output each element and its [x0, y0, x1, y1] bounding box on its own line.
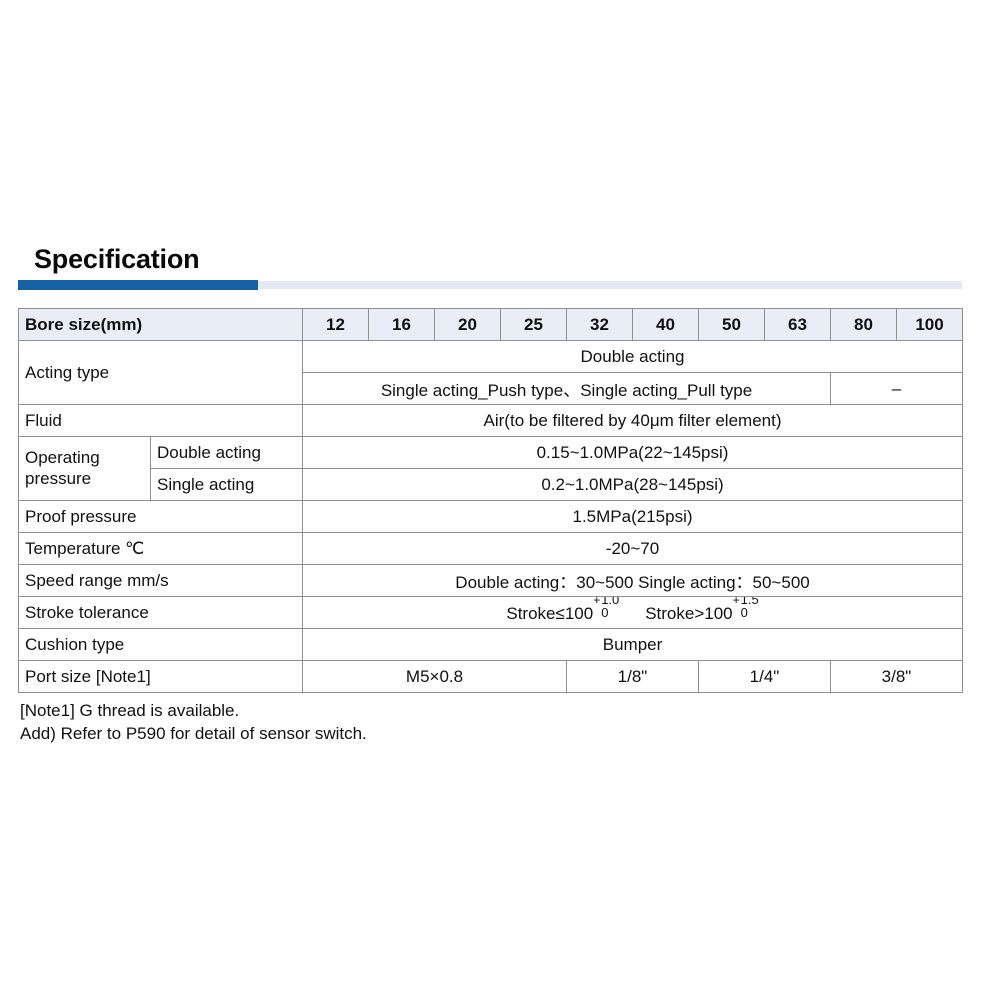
stroke-tolerance-second-plus: + — [732, 596, 740, 607]
title-underline-pale — [18, 281, 962, 290]
table-row-acting-type-single: Single acting_Push type、Single acting_Pu… — [19, 372, 964, 406]
stroke-tolerance-value: Stroke≤100 +1.0 0 Stroke>100 +1.5 0 — [302, 596, 964, 630]
header-bore-63: 63 — [764, 308, 832, 342]
row-label-stroke-tolerance: Stroke tolerance — [17, 596, 304, 630]
header-bore-40: 40 — [632, 308, 700, 342]
row-label-acting-type: Acting type — [17, 340, 304, 406]
row-label-port-size: Port size [Note1] — [17, 660, 304, 694]
stroke-tolerance-second-tol: +1.5 0 — [733, 598, 759, 620]
temperature-value: -20~70 — [302, 532, 964, 566]
stroke-tolerance-first-plus: + — [593, 596, 601, 607]
row-label-operating-pressure: Operating pressure — [18, 436, 151, 502]
table-row-stroke-tolerance: Stroke tolerance Stroke≤100 +1.0 0 Stroke>1… — [17, 596, 964, 630]
header-bore-size-label: Bore size(mm) — [17, 308, 304, 342]
title-underline-accent — [18, 280, 258, 291]
header-bore-32: 32 — [566, 308, 634, 342]
table-row-fluid: Fluid Air(to be filtered by 40μm filter … — [17, 404, 964, 438]
row-label-speed-range: Speed range mm/s — [17, 564, 304, 598]
specification-table: Bore size(mm) 12 16 20 25 32 40 50 63 80… — [17, 308, 964, 694]
acting-type-single-na: – — [830, 372, 964, 406]
header-bore-50: 50 — [698, 308, 766, 342]
title-underline — [18, 280, 962, 291]
stroke-tolerance-second-upper: 1.5 — [740, 596, 759, 607]
speed-range-value: Double acting：30~500 Single acting：50~50… — [302, 564, 964, 598]
stroke-tolerance-first-upper: 1.0 — [601, 596, 620, 607]
header-bore-80: 80 — [830, 308, 898, 342]
acting-type-single-value: Single acting_Push type、Single acting_Pu… — [302, 372, 832, 406]
proof-pressure-value: 1.5MPa(215psi) — [302, 500, 964, 534]
note-line-1: [Note1] G thread is available. — [20, 701, 240, 721]
page-title: Specification — [34, 244, 200, 274]
operating-pressure-double-value: 0.15~1.0MPa(22~145psi) — [302, 436, 964, 470]
table-header-row: Bore size(mm) 12 16 20 25 32 40 50 63 80… — [17, 308, 964, 342]
header-bore-20: 20 — [434, 308, 502, 342]
table-row-temperature: Temperature ℃ -20~70 — [17, 532, 964, 566]
table-row-acting-type-double: Acting type Double acting — [17, 340, 964, 406]
row-label-cushion-type: Cushion type — [17, 628, 304, 662]
table-row-cushion-type: Cushion type Bumper — [17, 628, 964, 662]
cushion-type-value: Bumper — [302, 628, 964, 662]
fluid-value: Air(to be filtered by 40μm filter elemen… — [302, 404, 964, 438]
port-size-value-3: 1/4" — [698, 660, 832, 694]
acting-type-double-value: Double acting — [302, 340, 964, 374]
table-row-proof-pressure: Proof pressure 1.5MPa(215psi) — [17, 500, 964, 534]
table-row-speed-range: Speed range mm/s Double acting：30~500 Si… — [17, 564, 964, 598]
operating-pressure-single-value: 0.2~1.0MPa(28~145psi) — [302, 468, 964, 502]
stroke-tolerance-second-text: Stroke>100 — [645, 603, 733, 623]
table-notes: [Note1] G thread is available. Add) Refe… — [18, 700, 962, 745]
header-bore-16: 16 — [368, 308, 436, 342]
row-label-temperature: Temperature ℃ — [17, 532, 304, 566]
header-bore-25: 25 — [500, 308, 568, 342]
stroke-tolerance-second-lower: 0 — [740, 604, 748, 620]
port-size-value-2: 1/8" — [566, 660, 700, 694]
stroke-tolerance-first-lower: 0 — [601, 604, 609, 620]
table-row-operating-pressure-single: Single acting 0.2~1.0MPa(28~145psi) — [19, 468, 964, 502]
operating-pressure-single-label: Single acting — [149, 468, 304, 502]
header-bore-12: 12 — [302, 308, 370, 342]
stroke-tolerance-first-tol: +1.0 0 — [593, 598, 619, 620]
specification-section: Specification — [17, 244, 964, 746]
row-label-fluid: Fluid — [17, 404, 304, 438]
operating-pressure-double-label: Double acting — [149, 436, 304, 470]
table-row-operating-pressure-double: Operating pressure Double acting 0.15~1.… — [18, 436, 964, 502]
port-size-value-1: M5×0.8 — [302, 660, 568, 694]
port-size-value-4: 3/8" — [830, 660, 964, 694]
header-bore-100: 100 — [896, 308, 964, 342]
table-row-port-size: Port size [Note1] M5×0.8 1/8" 1/4" 3/8" — [17, 660, 964, 694]
stroke-tolerance-first-text: Stroke≤100 — [506, 603, 594, 623]
row-label-proof-pressure: Proof pressure — [17, 500, 304, 534]
note-line-2: Add) Refer to P590 for detail of sensor … — [20, 723, 367, 743]
